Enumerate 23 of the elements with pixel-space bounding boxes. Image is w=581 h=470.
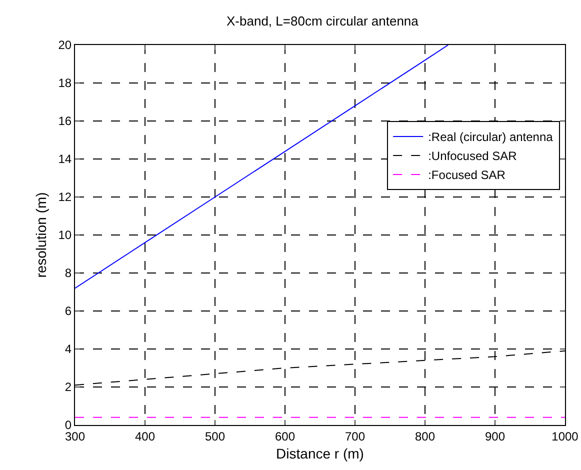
y-tick-label: 6	[64, 304, 72, 318]
y-axis-title: resolution (m)	[32, 192, 49, 278]
chart-title: X-band, L=80cm circular antenna	[226, 14, 420, 29]
x-tick-label: 700	[344, 429, 366, 444]
y-tick-label: 12	[58, 190, 72, 204]
y-tick-label: 18	[58, 76, 72, 90]
x-tick-label: 800	[414, 429, 436, 444]
y-tick-label: 8	[64, 266, 72, 280]
y-tick-label: 14	[58, 152, 72, 166]
x-tick-label: 400	[134, 429, 156, 444]
y-tick-label: 4	[64, 342, 72, 356]
x-tick-label: 600	[274, 429, 296, 444]
x-tick-label: 900	[484, 429, 506, 444]
y-tick-label: 10	[58, 228, 72, 242]
y-tick-label: 16	[58, 114, 72, 128]
x-axis-title: Distance r (m)	[276, 446, 364, 462]
x-tick-label: 500	[204, 429, 226, 444]
x-tick-label: 1000	[552, 429, 579, 444]
y-tick-label: 2	[64, 380, 72, 394]
legend-label: :Unfocused SAR	[428, 149, 518, 164]
legend-label: :Focused SAR	[428, 168, 506, 182]
legend-label: :Real (circular) antenna	[428, 130, 554, 144]
y-tick-label: 20	[58, 38, 72, 52]
